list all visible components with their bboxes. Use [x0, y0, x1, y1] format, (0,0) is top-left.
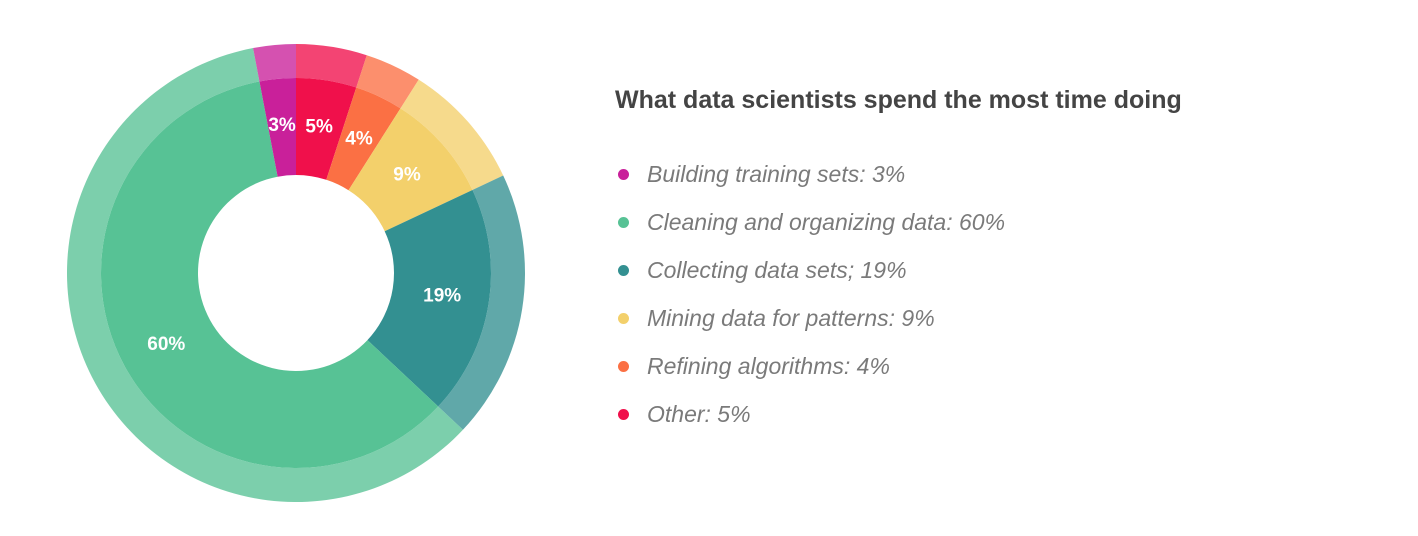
- donut-outer-slice[interactable]: [438, 175, 525, 430]
- donut-slice[interactable]: [367, 189, 491, 407]
- legend-dot-icon: [618, 216, 629, 228]
- slice-value-label: 60%: [147, 334, 185, 355]
- donut-inner-ring: [101, 78, 491, 468]
- legend-dot-icon: [618, 264, 629, 276]
- legend-dot-icon: [618, 312, 629, 324]
- slice-value-label: 4%: [345, 129, 373, 150]
- legend-item[interactable]: Collecting data sets; 19%: [618, 246, 1005, 294]
- legend-item[interactable]: Cleaning and organizing data: 60%: [618, 198, 1005, 246]
- slice-value-label: 5%: [305, 116, 333, 137]
- donut-chart: 5% 4% 9% 19% 60% 3%: [66, 44, 525, 503]
- legend-label: Collecting data sets; 19%: [647, 256, 907, 283]
- slice-labels: 5% 4% 9% 19% 60% 3%: [147, 115, 461, 355]
- legend-label: Cleaning and organizing data: 60%: [647, 208, 1006, 235]
- legend-item[interactable]: Mining data for patterns: 9%: [618, 294, 1005, 342]
- donut-slice[interactable]: [259, 78, 296, 177]
- legend-item[interactable]: Building training sets: 3%: [618, 150, 1005, 198]
- donut-outer-slice[interactable]: [66, 48, 463, 503]
- legend-dot-icon: [618, 168, 629, 180]
- donut-outer-slice[interactable]: [296, 44, 367, 88]
- donut-slice[interactable]: [296, 78, 357, 180]
- legend-item[interactable]: Other: 5%: [618, 390, 1005, 438]
- donut-outer-slice[interactable]: [400, 79, 504, 190]
- legend: Building training sets: 3% Cleaning and …: [618, 150, 1005, 438]
- legend-label: Other: 5%: [647, 400, 751, 427]
- legend-dot-icon: [618, 360, 629, 372]
- donut-outer-slice[interactable]: [356, 55, 419, 109]
- slice-value-label: 9%: [393, 165, 421, 186]
- donut-slice[interactable]: [326, 87, 401, 191]
- legend-label: Refining algorithms: 4%: [647, 352, 890, 379]
- donut-slice[interactable]: [101, 81, 439, 468]
- legend-dot-icon: [618, 408, 629, 420]
- slice-value-label: 19%: [423, 286, 461, 307]
- chart-title: What data scientists spend the most time…: [615, 86, 1182, 114]
- legend-label: Building training sets: 3%: [647, 160, 906, 187]
- donut-slice[interactable]: [348, 108, 473, 232]
- donut-outer-slice[interactable]: [253, 44, 296, 82]
- slice-value-label: 3%: [268, 115, 296, 136]
- legend-item[interactable]: Refining algorithms: 4%: [618, 342, 1005, 390]
- legend-label: Mining data for patterns: 9%: [647, 304, 935, 331]
- donut-outer-ring: [66, 44, 525, 503]
